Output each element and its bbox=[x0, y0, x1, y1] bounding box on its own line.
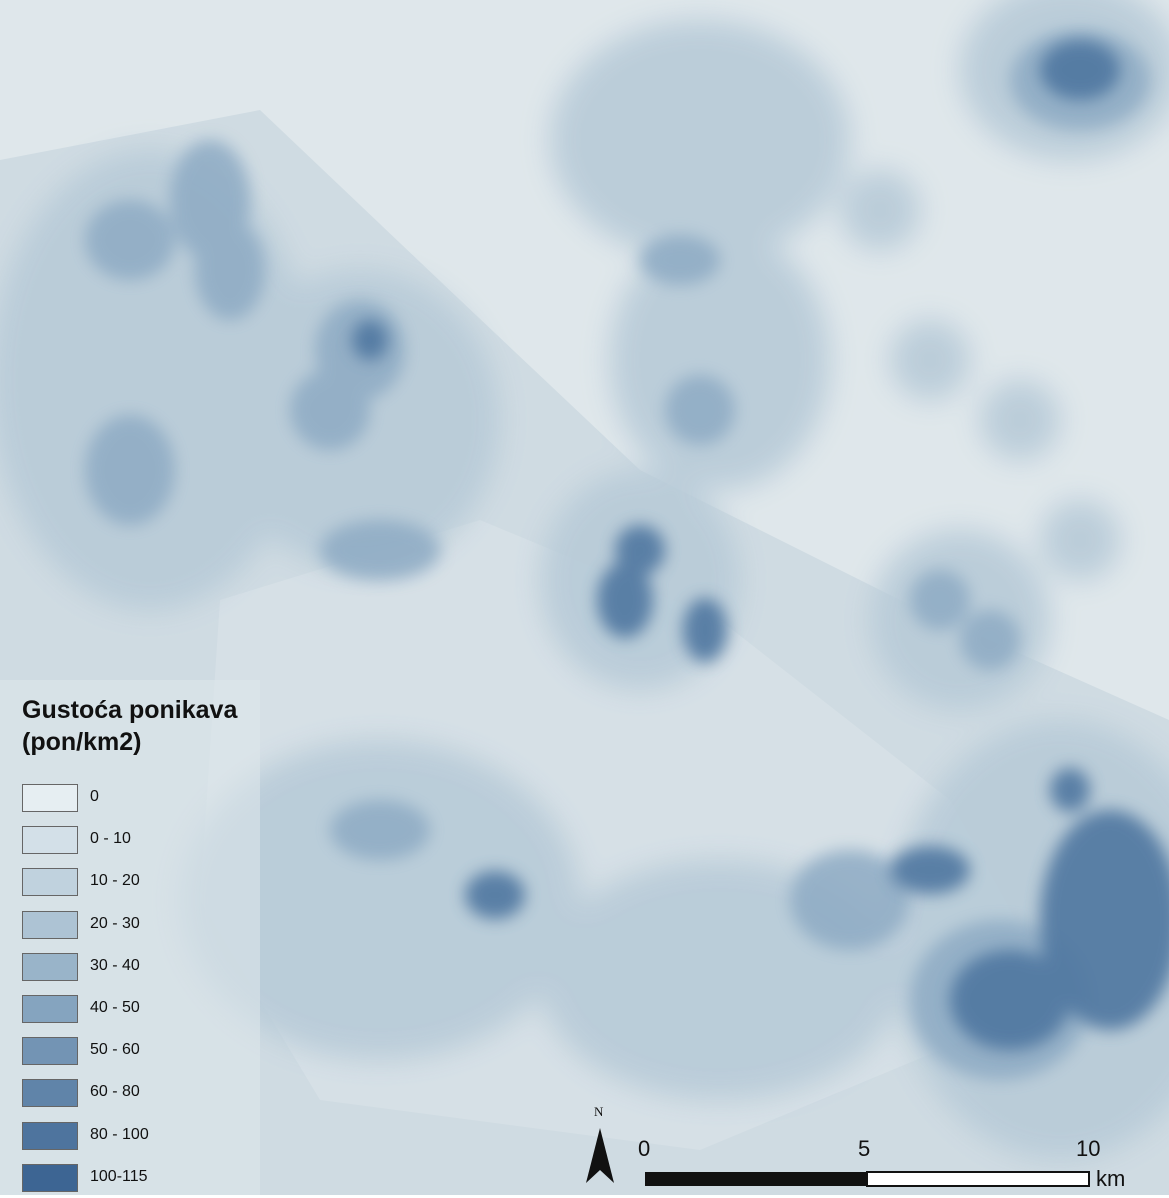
legend-item: 100-115 bbox=[22, 1163, 222, 1198]
legend-item: 60 - 80 bbox=[22, 1079, 222, 1113]
legend-item: 0 bbox=[22, 784, 222, 818]
legend-label: 30 - 40 bbox=[90, 956, 140, 974]
scale-label-5: 5 bbox=[858, 1136, 871, 1161]
legend-title: Gustoća ponikava (pon/km2) bbox=[22, 694, 237, 758]
legend-title-line2: (pon/km2) bbox=[22, 728, 142, 756]
legend-label: 0 bbox=[90, 788, 99, 805]
legend-swatch bbox=[22, 868, 78, 897]
legend-item: 10 - 20 bbox=[22, 868, 222, 902]
legend-label: 0 - 10 bbox=[90, 830, 131, 848]
legend-label: 40 - 50 bbox=[90, 999, 140, 1016]
scale-bar bbox=[645, 1171, 1090, 1187]
legend-swatch bbox=[22, 1037, 78, 1066]
legend-item: 40 - 50 bbox=[22, 995, 222, 1029]
density-layer-high bbox=[352, 40, 1169, 1050]
legend-label: 20 - 30 bbox=[90, 914, 140, 932]
legend-label: 80 - 100 bbox=[90, 1125, 149, 1143]
legend-item: 80 - 100 bbox=[22, 1121, 222, 1156]
legend-label: 60 - 80 bbox=[90, 1083, 140, 1101]
scale-label-0: 0 bbox=[638, 1136, 651, 1161]
legend-swatch bbox=[22, 1079, 78, 1108]
legend-swatch bbox=[22, 784, 78, 812]
legend-item: 0 - 10 bbox=[22, 826, 222, 860]
north-arrow-icon bbox=[586, 1128, 614, 1183]
scale-bar-segment-light bbox=[866, 1171, 1090, 1187]
legend-label: 50 - 60 bbox=[90, 1041, 140, 1059]
legend-swatch bbox=[22, 1121, 78, 1150]
legend-label: 10 - 20 bbox=[90, 872, 140, 890]
legend-swatch bbox=[22, 995, 78, 1023]
legend-item: 50 - 60 bbox=[22, 1037, 222, 1071]
legend-label: 100-115 bbox=[90, 1167, 148, 1185]
legend-swatch bbox=[22, 952, 78, 981]
legend-item: 30 - 40 bbox=[22, 952, 222, 987]
legend-item: 20 - 30 bbox=[22, 910, 222, 945]
scale-bar-segment-dark bbox=[645, 1172, 867, 1186]
legend-swatch bbox=[22, 1163, 78, 1192]
scale-unit: km bbox=[1096, 1166, 1126, 1191]
north-label: N bbox=[594, 1104, 604, 1119]
legend-swatch bbox=[22, 826, 78, 855]
scale-label-10: 10 bbox=[1076, 1136, 1101, 1161]
legend-title-line1: Gustoća ponikava bbox=[22, 696, 238, 724]
legend-swatch bbox=[22, 910, 78, 939]
